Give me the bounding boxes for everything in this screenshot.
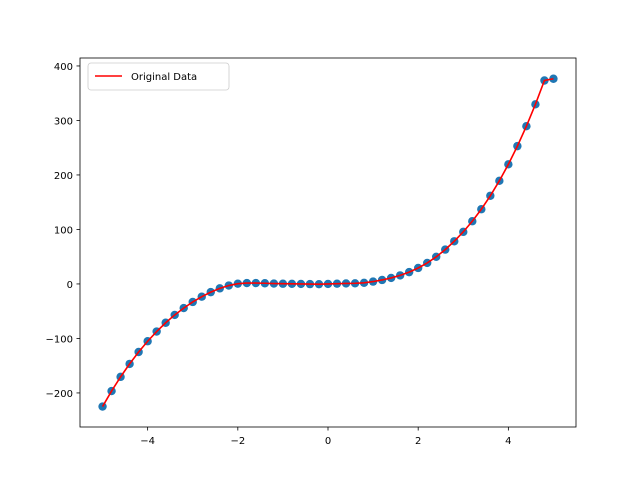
x-tick-label: −2 bbox=[230, 436, 245, 447]
plot-area bbox=[79, 57, 577, 428]
y-tick-label: 0 bbox=[67, 280, 73, 291]
y-tick-label: −200 bbox=[46, 389, 73, 400]
x-tick-label: 2 bbox=[415, 436, 421, 447]
y-tick-label: 300 bbox=[54, 116, 73, 127]
line-layer bbox=[101, 77, 554, 407]
y-tick-label: 200 bbox=[54, 171, 73, 182]
x-tick-label: 0 bbox=[325, 436, 331, 447]
legend-label: Original Data bbox=[131, 72, 197, 83]
series-line-1 bbox=[101, 77, 554, 407]
y-tick-label: −100 bbox=[46, 334, 73, 345]
y-tick-label: 100 bbox=[54, 225, 73, 236]
x-axis: −4 −2 0 2 4 bbox=[140, 427, 512, 447]
legend-frame bbox=[87, 62, 230, 91]
y-axis: −200 −100 0 100 200 300 400 bbox=[46, 62, 80, 400]
x-tick-label: 4 bbox=[505, 436, 511, 447]
legend: Original Data bbox=[87, 62, 230, 91]
axes-background bbox=[80, 58, 576, 427]
x-tick-label: −4 bbox=[140, 436, 155, 447]
y-tick-label: 400 bbox=[54, 62, 73, 73]
